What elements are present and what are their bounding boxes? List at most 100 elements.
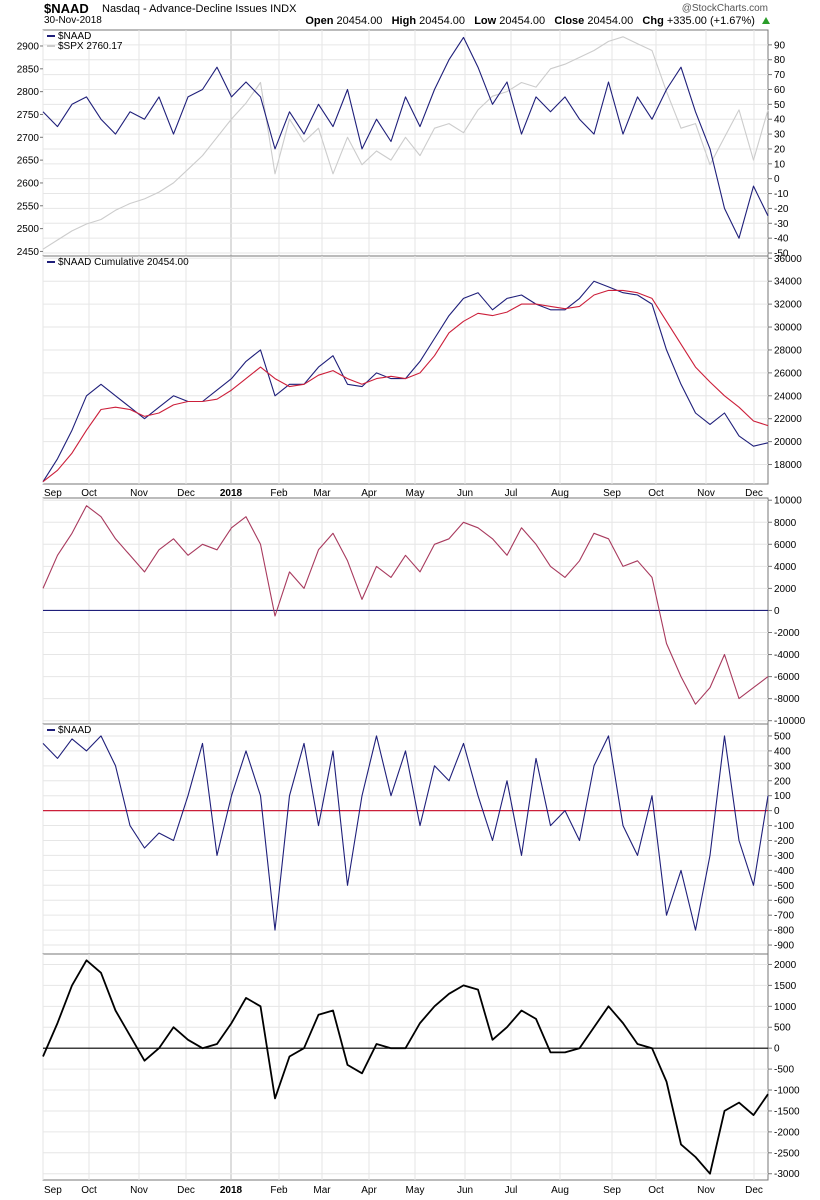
right-tick-label: 20000 [774,437,802,448]
right-tick-label: 30000 [774,323,802,334]
right-tick-label: -500 [774,881,794,892]
legend-label: $SPX 2760.17 [58,41,123,52]
panel-summation [42,953,769,1181]
right-tick-label: -2500 [774,1148,800,1159]
low-label: Low [474,15,497,27]
right-tick-label: -8000 [774,694,800,705]
month-label: Dec [177,488,195,499]
right-tick-label: 0 [774,1044,780,1055]
series-line-oscillator-0 [42,505,769,705]
right-tick-label: 22000 [774,414,802,425]
right-tick-label: -100 [774,821,794,832]
month-label: May [406,1185,425,1196]
right-tick-label: -30 [774,219,789,230]
month-label: May [406,488,425,499]
right-tick-label: 200 [774,776,791,787]
right-tick-label: 60 [774,85,786,96]
month-label: Nov [697,1185,715,1196]
right-tick-label: -20 [774,204,789,215]
month-label: Nov [697,488,715,499]
left-tick-label: 2700 [17,133,40,144]
right-tick-label: 500 [774,1023,791,1034]
right-tick-label: 20 [774,144,786,155]
low-value: 20454.00 [499,15,546,27]
month-label: Dec [745,488,763,499]
right-tick-label: 400 [774,746,791,757]
close-value: 20454.00 [587,15,634,27]
month-label: Oct [81,488,97,499]
legend-label: $NAAD [58,31,91,42]
right-tick-label: -700 [774,911,794,922]
right-tick-label: 8000 [774,518,797,529]
month-label: Jul [505,488,518,499]
chart-header-row-2: 30-Nov-2018 Open 20454.00 High 20454.00 … [0,15,820,31]
month-label: 2018 [220,488,243,499]
right-tick-label: 500 [774,731,791,742]
left-tick-label: 2800 [17,87,40,98]
right-tick-label: -1000 [774,1086,800,1097]
right-tick-label: 0 [774,606,780,617]
left-tick-label: 2600 [17,178,40,189]
legend-label: $NAAD Cumulative 20454.00 [58,257,189,268]
symbol-description: Nasdaq - Advance-Decline Issues INDX [102,3,297,15]
right-tick-label: 2000 [774,584,797,595]
right-tick-label: -6000 [774,672,800,683]
right-tick-label: -800 [774,926,794,937]
month-label: Jun [457,488,473,499]
right-tick-label: -600 [774,896,794,907]
open-label: Open [305,15,334,27]
right-tick-label: 36000 [774,254,802,265]
right-tick-label: 30 [774,130,786,141]
chg-label: Chg [642,15,664,27]
high-value: 20454.00 [419,15,466,27]
panel-cumulative [42,255,769,485]
right-tick-label: 1000 [774,1002,797,1013]
right-tick-label: 34000 [774,277,802,288]
right-tick-label: -2000 [774,1127,800,1138]
month-label: Oct [81,1185,97,1196]
right-tick-label: -900 [774,941,794,952]
right-tick-label: -10000 [774,716,806,727]
right-tick-label: 300 [774,761,791,772]
ohlc-readout: Open 20454.00 High 20454.00 Low 20454.00… [305,15,770,27]
month-label: Sep [44,488,62,499]
right-tick-label: 80 [774,55,786,66]
month-label: Dec [745,1185,763,1196]
left-tick-label: 2500 [17,224,40,235]
month-label: Nov [130,1185,148,1196]
open-value: 20454.00 [336,15,383,27]
left-tick-label: 2450 [17,247,40,258]
right-tick-label: 18000 [774,460,802,471]
right-tick-label: 1500 [774,981,797,992]
right-tick-label: 100 [774,791,791,802]
right-tick-label: -4000 [774,650,800,661]
right-tick-label: 24000 [774,391,802,402]
series-line-summation-0 [42,959,769,1175]
symbol-label: $NAAD [44,1,89,16]
month-label: Mar [313,488,331,499]
up-arrow-icon [762,17,770,24]
right-tick-label: 90 [774,40,786,51]
series-line-price-0 [42,36,769,239]
high-label: High [391,15,417,27]
chart-header-row-1: $NAAD Nasdaq - Advance-Decline Issues IN… [0,1,820,17]
right-tick-label: 2000 [774,960,797,971]
right-tick-label: -400 [774,866,794,877]
stockcharts-logo[interactable]: @StockCharts.com [681,3,768,14]
month-label: Nov [130,488,148,499]
left-tick-label: 2550 [17,201,40,212]
right-tick-label: 10000 [774,496,802,507]
month-label: Apr [361,1185,377,1196]
right-tick-label: -1500 [774,1106,800,1117]
month-label: Dec [177,1185,195,1196]
right-tick-label: -3000 [774,1169,800,1180]
month-label: Aug [551,488,569,499]
month-label: Sep [603,1185,621,1196]
right-tick-label: -40 [774,234,789,245]
right-tick-label: -300 [774,851,794,862]
month-label: Jul [505,1185,518,1196]
month-label: Sep [44,1185,62,1196]
left-tick-label: 2900 [17,41,40,52]
date-label: 30-Nov-2018 [44,15,102,26]
